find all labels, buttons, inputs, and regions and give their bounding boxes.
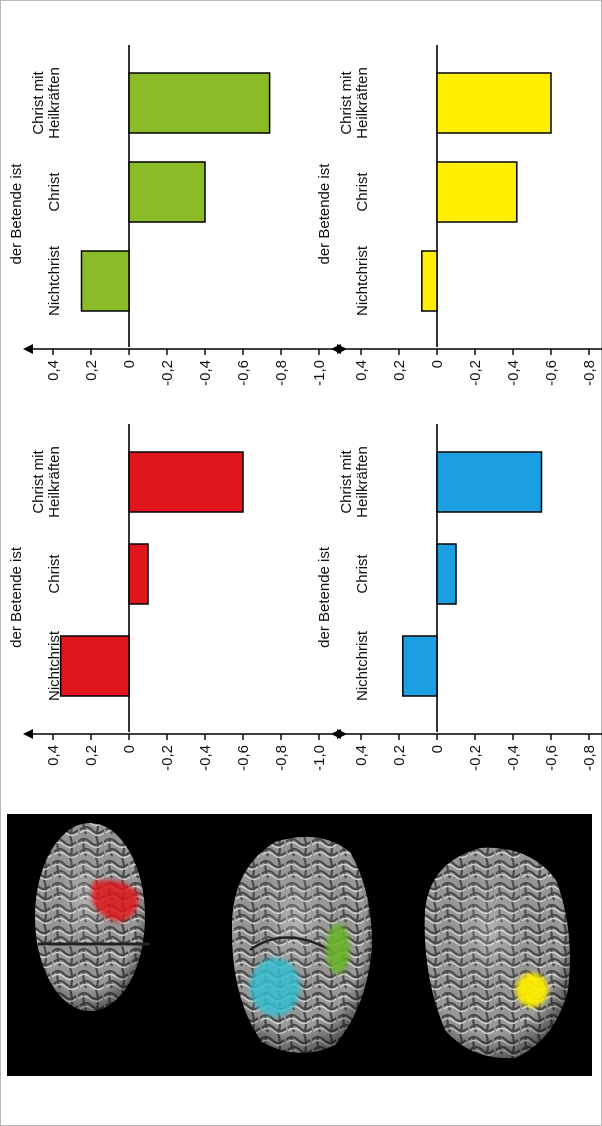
group-label: der Betende ist bbox=[8, 546, 25, 648]
bar-1 bbox=[402, 635, 438, 697]
bar-2 bbox=[436, 543, 457, 605]
chart-1: 0,4 0,2 0 -0,2 -0,4 -0,6 -0,8 -1,0 Nichtchrist Ch… bbox=[8, 424, 347, 771]
cyan-activation-spot bbox=[250, 958, 300, 1016]
category-label: Nichtchrist bbox=[354, 245, 371, 316]
value-tick-label: 0,4 bbox=[353, 745, 370, 766]
category-label-line: Christ bbox=[46, 554, 63, 594]
value-tick-label: -0,4 bbox=[505, 745, 522, 771]
value-tick-label: -0,4 bbox=[505, 360, 522, 386]
chart-3: 0,40,20-0,2-0,4-0,6-0,8-1,0NichtchristCh… bbox=[316, 424, 602, 771]
value-tick-label: -0,6 bbox=[235, 360, 252, 386]
value-tick-label: 0 bbox=[121, 745, 138, 753]
category-label-line: Christ mit bbox=[30, 71, 47, 135]
bar-2 bbox=[128, 161, 206, 223]
group-label: der Betende ist bbox=[8, 163, 25, 265]
category-label-line: Heilkräften bbox=[46, 67, 63, 139]
chart-2: 0,4 0,2 0 -0,2 -0,4 -0,6 -0,8 -1,0 Nichtchrist Ch… bbox=[8, 45, 347, 386]
category-label: Nichtchrist bbox=[46, 630, 63, 701]
category-label: Christ bbox=[46, 554, 63, 594]
category-label: Nichtchrist bbox=[46, 245, 63, 316]
brain-right-view bbox=[424, 847, 570, 1059]
value-tick-label: -0,6 bbox=[543, 360, 560, 386]
value-tick-label: 0,2 bbox=[391, 745, 408, 766]
red-activation-spot bbox=[92, 879, 139, 922]
value-tick-label: -0,8 bbox=[581, 745, 598, 771]
value-tick-label: 0,2 bbox=[83, 745, 100, 766]
yellow-activation-spot bbox=[516, 973, 548, 1007]
category-label: Christ bbox=[354, 172, 371, 212]
brain-middle-view bbox=[231, 836, 372, 1053]
value-tick-label: 0,2 bbox=[391, 360, 408, 381]
category-label-line: Christ mit bbox=[338, 450, 355, 514]
bar-2 bbox=[128, 543, 149, 605]
value-tick-label: 0,4 bbox=[45, 745, 62, 766]
bar-3 bbox=[128, 72, 271, 134]
category-label-line: Christ mit bbox=[338, 71, 355, 135]
category-label-line: Nichtchrist bbox=[354, 245, 371, 316]
value-tick-label: -0,6 bbox=[543, 745, 560, 771]
value-axis-arrow-left bbox=[331, 729, 341, 739]
value-tick-label: -0,8 bbox=[273, 745, 290, 771]
category-label: Christ mitHeilkräften bbox=[30, 446, 63, 518]
group-label: der Betende ist bbox=[316, 546, 333, 648]
chart-4: 0,40,20-0,2-0,4-0,6-0,8-1,0NichtchristCh… bbox=[316, 45, 602, 386]
value-tick-label: 0,4 bbox=[45, 360, 62, 381]
value-tick-label: -0,4 bbox=[197, 360, 214, 386]
value-tick-label: -0,2 bbox=[467, 360, 484, 386]
bar-1 bbox=[80, 250, 130, 312]
value-tick-label: -1,0 bbox=[311, 360, 328, 386]
value-tick-label: 0 bbox=[429, 745, 446, 753]
category-label-line: Heilkräften bbox=[354, 446, 371, 518]
bar-3 bbox=[436, 451, 543, 513]
value-tick-label: -0,8 bbox=[581, 360, 598, 386]
value-tick-label: -0,4 bbox=[197, 745, 214, 771]
value-tick-label: -0,8 bbox=[273, 360, 290, 386]
category-label: Christ mitHeilkräften bbox=[30, 67, 63, 139]
bar-1 bbox=[59, 635, 130, 697]
value-tick-label: 0 bbox=[121, 360, 138, 368]
charts-area: 0,4 0,2 0 -0,2 -0,4 -0,6 -0,8 -1,0 Nichtchrist Ch… bbox=[8, 45, 602, 771]
category-label-line: Nichtchrist bbox=[46, 630, 63, 701]
category-label: Christ mitHeilkräften bbox=[338, 67, 371, 139]
category-label-line: Christ bbox=[354, 554, 371, 594]
value-axis-arrow-left bbox=[23, 729, 33, 739]
value-tick-label: 0,2 bbox=[83, 360, 100, 381]
category-label: Christ mitHeilkräften bbox=[338, 446, 371, 518]
value-tick-label: 0,4 bbox=[353, 360, 370, 381]
value-tick-label: -0,2 bbox=[467, 745, 484, 771]
brain-left-view bbox=[35, 823, 150, 1011]
value-tick-label: -0,2 bbox=[159, 745, 176, 771]
bar-3 bbox=[128, 451, 244, 513]
category-label-line: Heilkräften bbox=[46, 446, 63, 518]
category-label-line: Nichtchrist bbox=[46, 245, 63, 316]
value-axis-arrow-left bbox=[331, 344, 341, 354]
green-activation-spot bbox=[326, 924, 350, 974]
bar-1 bbox=[421, 250, 438, 312]
value-tick-label: -0,6 bbox=[235, 745, 252, 771]
category-label: Christ bbox=[46, 172, 63, 212]
category-label-line: Christ bbox=[46, 172, 63, 212]
brain-image-panel bbox=[7, 814, 592, 1076]
value-tick-label: -1,0 bbox=[311, 745, 328, 771]
category-label-line: Christ mit bbox=[30, 450, 47, 514]
value-tick-label: 0 bbox=[429, 360, 446, 368]
category-label: Nichtchrist bbox=[354, 630, 371, 701]
group-label: der Betende ist bbox=[316, 163, 333, 265]
category-label-line: Nichtchrist bbox=[354, 630, 371, 701]
category-label: Christ bbox=[354, 554, 371, 594]
category-label-line: Christ bbox=[354, 172, 371, 212]
bar-3 bbox=[436, 72, 552, 134]
value-tick-label: -0,2 bbox=[159, 360, 176, 386]
value-axis-arrow-left bbox=[23, 344, 33, 354]
category-label-line: Heilkräften bbox=[354, 67, 371, 139]
bar-2 bbox=[436, 161, 518, 223]
